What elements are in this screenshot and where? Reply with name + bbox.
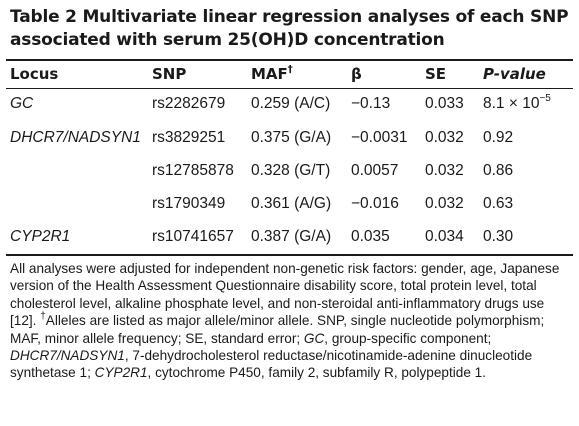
row5-maf: 0.387 (G/A) (251, 228, 332, 245)
row1-snp: rs2282679 (152, 95, 226, 112)
row5-pvalue: 0.30 (483, 228, 514, 245)
row1-se: 0.033 (425, 95, 464, 112)
header-snp: SNP (152, 65, 187, 83)
row4-maf: 0.361 (A/G) (251, 195, 332, 212)
row3-snp: rs12785878 (152, 162, 234, 179)
row5-snp: rs10741657 (152, 228, 234, 245)
row2-maf: 0.375 (G/A) (251, 129, 332, 146)
footnote-dhcr: DHCR7/NADSYN1 (10, 348, 125, 364)
row3-beta: 0.0057 (351, 162, 399, 179)
row4-snp: rs1790349 (152, 195, 226, 212)
row4-se: 0.032 (425, 195, 464, 212)
row2-beta: −0.0031 (351, 129, 408, 146)
row1-pvalue-base: 8.1 × 10 (483, 95, 540, 112)
row4-beta: −0.016 (351, 195, 399, 212)
header-se: SE (425, 65, 447, 83)
footnote-cyp: CYP2R1 (94, 365, 148, 381)
row4-pvalue: 0.63 (483, 195, 514, 212)
footnote-part5: , cytochrome P450, family 2, subfamily R… (147, 365, 487, 381)
row2-pvalue: 0.92 (483, 129, 514, 146)
row2-locus: DHCR7/NADSYN1 (10, 129, 141, 146)
footnote-part2: Alleles are listed as major allele/minor… (10, 313, 545, 346)
row1-beta: −0.13 (351, 95, 391, 112)
row5-locus: CYP2R1 (10, 228, 71, 245)
row1-maf: 0.259 (A/C) (251, 95, 331, 112)
footnote-part3: , group-specific component; (324, 330, 492, 346)
header-pvalue: P-value (483, 65, 546, 83)
table-title: Table 2 Multivariate linear regression a… (10, 7, 569, 50)
header-maf-label: MAF (251, 65, 288, 83)
footnote-part4: , 7-dehydrocholesterol reductase/nicotin… (10, 348, 533, 381)
header-pvalue-label: P-value (483, 65, 546, 83)
bottom-rule (6, 254, 573, 256)
footnote-part1: All analyses were adjusted for independe… (10, 261, 560, 329)
header-rule (6, 88, 573, 89)
header-maf-dagger: † (287, 64, 293, 75)
row3-se: 0.032 (425, 162, 464, 179)
row2-snp: rs3829251 (152, 129, 226, 146)
footnote-dagger: † (40, 310, 46, 322)
row1-pvalue-exp: −5 (539, 92, 551, 104)
row3-maf: 0.328 (G/T) (251, 162, 331, 179)
top-rule (6, 59, 573, 61)
row1-pvalue: 8.1 × 10−5 (483, 92, 551, 113)
table-footnote: All analyses were adjusted for independe… (10, 260, 572, 382)
row5-beta: 0.035 (351, 228, 390, 245)
row2-se: 0.032 (425, 129, 464, 146)
row5-se: 0.034 (425, 228, 464, 245)
header-locus: Locus (10, 65, 59, 83)
header-maf: MAF† (251, 64, 293, 84)
row1-locus: GC (10, 95, 34, 112)
footnote-gc: GC (303, 330, 325, 346)
row3-pvalue: 0.86 (483, 162, 514, 179)
header-beta: β (351, 65, 362, 83)
